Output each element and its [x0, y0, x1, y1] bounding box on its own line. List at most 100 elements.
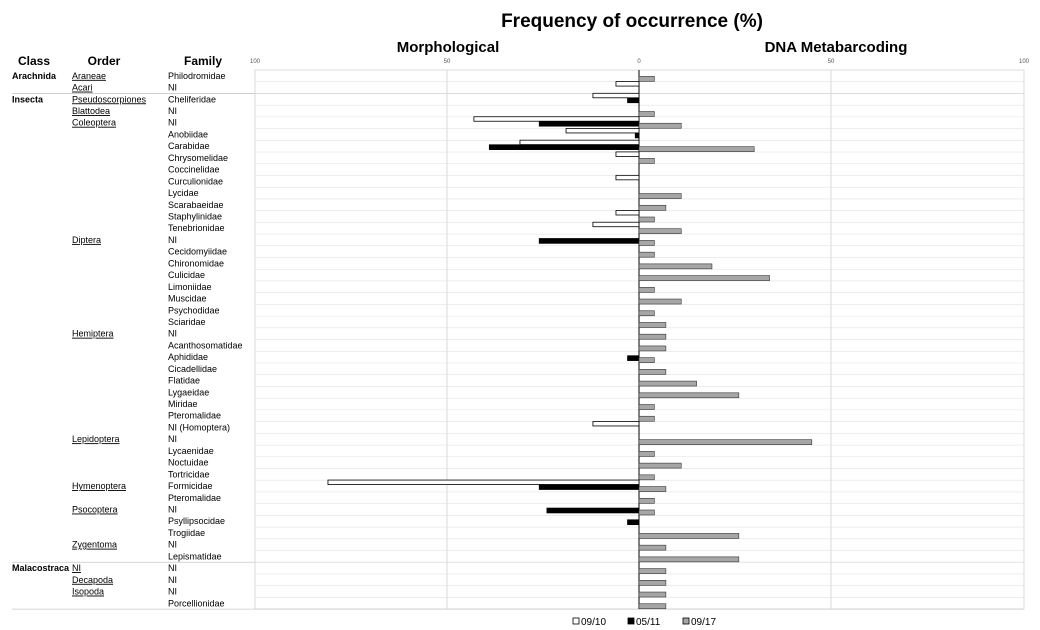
family-label: NI [168, 83, 177, 93]
order-label: Coleoptera [72, 118, 116, 128]
row-labels: Arachnida Araneae Philodromidae Acari NI Inse… [12, 71, 243, 608]
chart-title: Frequency of occurrence (%) [501, 11, 763, 32]
bar-dna-0917 [638, 509, 655, 516]
right-tick-label: 100 [1019, 59, 1030, 65]
family-label: Lycidae [168, 188, 199, 198]
family-label: Culicidae [168, 270, 205, 280]
bar-morph-0511 [627, 355, 640, 361]
right-tick-label: 50 [828, 59, 835, 65]
bar-dna-0917 [638, 369, 667, 375]
bar-dna-0917 [638, 451, 655, 457]
family-label: NI [168, 329, 177, 339]
family-label: Psychodidae [168, 305, 220, 315]
order-label: Diptera [72, 235, 101, 245]
bar-morph-0511 [538, 238, 640, 244]
legend: 09/10 05/11 09/17 [572, 617, 716, 628]
family-label: Carabidae [168, 141, 210, 151]
bar-morph-0910 [327, 479, 640, 485]
family-label: Lycaenidae [168, 446, 214, 456]
order-label: Lepidoptera [72, 434, 120, 444]
bar-morph-0910 [592, 92, 640, 99]
bar-dna-0917 [638, 263, 713, 270]
right-panel-title: DNA Metabarcoding [765, 39, 908, 56]
class-label: Malacostraca [12, 563, 70, 573]
bar-morph-0511 [634, 132, 640, 139]
bar-dna-0917 [638, 462, 682, 469]
order-label: NI [72, 563, 81, 573]
bar-dna-0917 [638, 439, 813, 445]
bar-dna-0917 [638, 568, 667, 574]
bar-morph-0910 [615, 151, 640, 157]
family-label: Cheliferidae [168, 94, 216, 104]
bar-dna-0917 [638, 111, 655, 117]
axis-ticks: 100 50 0 50 100 [250, 59, 1030, 65]
bar-dna-0917 [638, 228, 682, 235]
bar-dna-0917 [638, 240, 655, 246]
bar-morph-0910 [615, 210, 640, 216]
bar-morph-0910 [592, 221, 640, 228]
bar-dna-0917 [638, 216, 655, 223]
bar-morph-0910 [565, 128, 640, 134]
bar-dna-0917 [638, 392, 740, 399]
order-label: Pseudoscorpiones [72, 94, 147, 104]
bar-morph-0511 [627, 97, 640, 104]
bar-dna-0917 [638, 287, 655, 293]
family-label: Tortricidae [168, 469, 210, 479]
bar-morph-0910 [519, 139, 640, 146]
legend-label: 09/10 [581, 617, 606, 628]
bar-morph-0511 [488, 144, 640, 150]
family-label: Scarabaeidae [168, 200, 224, 210]
family-label: NI [168, 587, 177, 597]
family-label: NI (Homoptera) [168, 422, 230, 432]
bar-morph-0910 [615, 81, 640, 87]
left-tick-label: 0 [637, 59, 641, 65]
bar-dna-0917 [638, 298, 682, 305]
bar-dna-0917 [638, 158, 655, 164]
bar-morph-0910 [473, 116, 640, 122]
left-tick-label: 50 [444, 59, 451, 65]
bar-dna-0917 [638, 533, 740, 539]
family-label: NI [168, 540, 177, 550]
bar-morph-0910 [615, 174, 640, 181]
family-label: NI [168, 118, 177, 128]
order-label: Acari [72, 83, 93, 93]
bar-morph-0910 [592, 421, 640, 427]
family-label: Philodromidae [168, 71, 226, 81]
bar-morph-0511 [538, 120, 640, 127]
bar-morph-0511 [546, 507, 640, 514]
family-label: Trogiidae [168, 528, 205, 538]
bar-dna-0917 [638, 603, 667, 610]
order-column-header: Order [88, 54, 121, 68]
bar-dna-0917 [638, 591, 667, 598]
order-label: Decapoda [72, 575, 113, 585]
order-label: Araneae [72, 71, 106, 81]
family-label: NI [168, 575, 177, 585]
family-label: Staphylinidae [168, 212, 222, 222]
bar-dna-0917 [638, 580, 667, 586]
order-label: Zygentoma [72, 540, 117, 550]
class-column-header: Class [18, 54, 50, 68]
legend-swatch [627, 617, 635, 625]
left-panel-title: Morphological [397, 39, 500, 56]
class-label: Insecta [12, 94, 44, 104]
family-label: NI [168, 434, 177, 444]
bar-dna-0917 [638, 556, 740, 563]
bar-morph-0511 [627, 519, 640, 526]
bar-dna-0917 [638, 204, 667, 211]
family-label: Psyllipsocidae [168, 516, 225, 526]
family-label: NI [168, 563, 177, 573]
bar-dna-0917 [638, 146, 755, 152]
family-label: Limoniidae [168, 282, 212, 292]
family-label: Anobiidae [168, 129, 208, 139]
family-label: Formicidae [168, 481, 213, 491]
family-label: Noctuidae [168, 458, 209, 468]
order-label: Hemiptera [72, 329, 114, 339]
bars [327, 76, 813, 610]
family-label: Tenebrionidae [168, 223, 225, 233]
bar-dna-0917 [638, 474, 655, 481]
bar-dna-0917 [638, 275, 770, 281]
class-label: Arachnida [12, 71, 57, 81]
family-label: NI [168, 106, 177, 116]
bar-dna-0917 [638, 486, 667, 492]
